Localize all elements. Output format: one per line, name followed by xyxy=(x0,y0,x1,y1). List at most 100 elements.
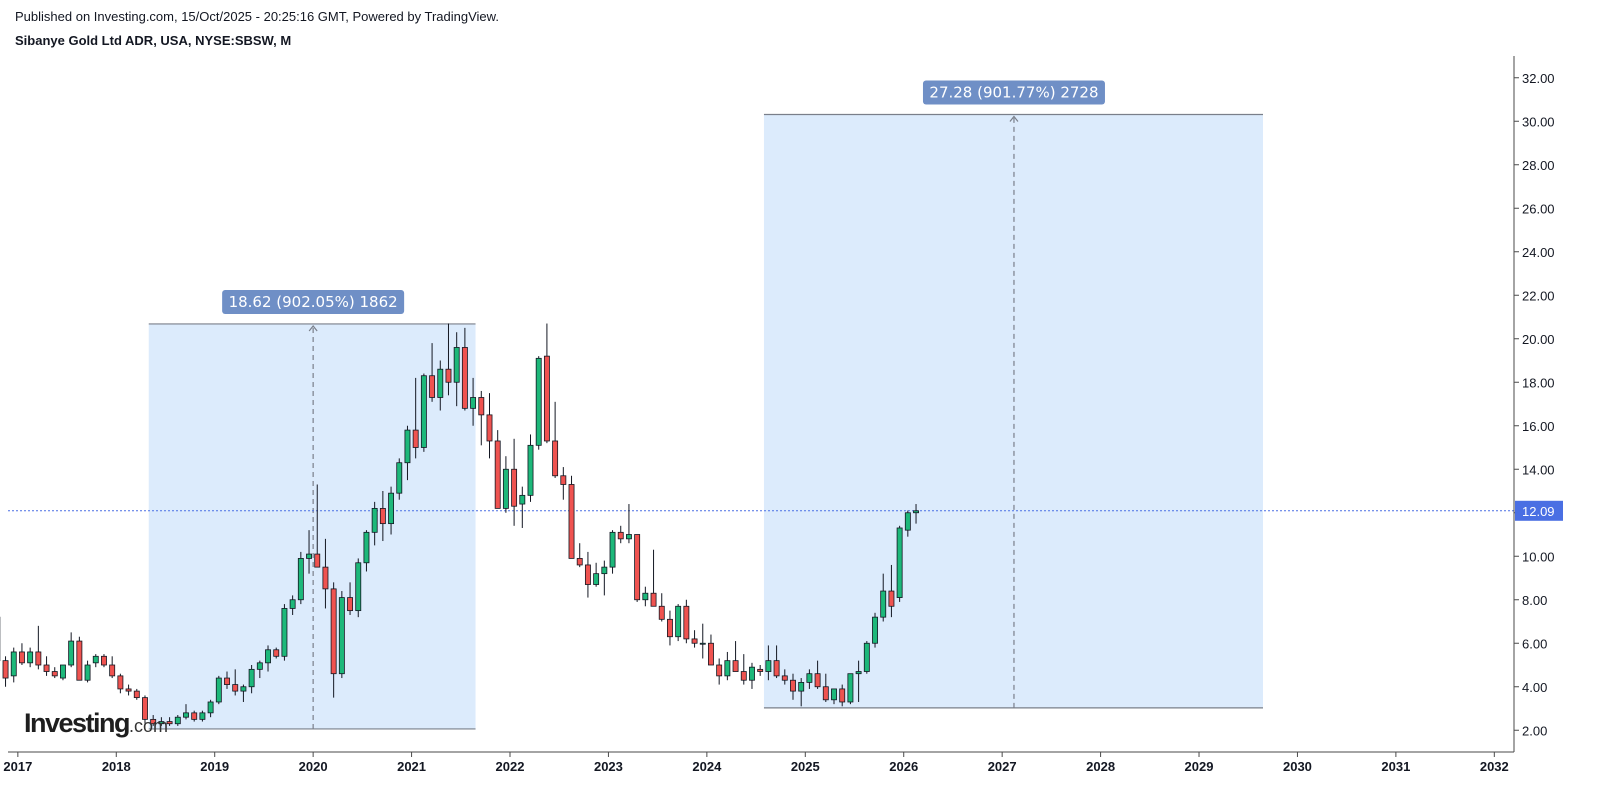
measurement-labels: 18.62 (902.05%) 1862 27.28 (901.77%) 2728 xyxy=(222,80,1105,314)
candle xyxy=(379,491,386,542)
candle-body-up xyxy=(880,590,887,618)
candle xyxy=(289,595,296,615)
candle xyxy=(224,671,230,689)
candle xyxy=(757,665,764,676)
price-tick-label: 20.00 xyxy=(1522,332,1555,347)
candle-body-down xyxy=(461,347,468,409)
candle xyxy=(543,323,550,444)
candle xyxy=(634,534,641,602)
candle-body-down xyxy=(43,664,50,672)
candle-body-down xyxy=(584,564,591,585)
candle-body-down xyxy=(133,690,140,699)
candle xyxy=(708,634,714,666)
candle-body-up xyxy=(240,686,247,692)
candle xyxy=(125,684,132,696)
candle-body-down xyxy=(708,642,714,666)
candle xyxy=(658,593,665,622)
candle xyxy=(347,582,353,615)
investing-logo: Investing.com xyxy=(24,708,168,739)
candle xyxy=(699,623,706,659)
candle xyxy=(142,695,148,724)
price-axis[interactable]: 2.004.006.008.0010.0012.0014.0016.0018.0… xyxy=(1513,56,1563,752)
candle-body-up xyxy=(896,527,903,598)
price-tick-label: 24.00 xyxy=(1522,245,1555,260)
time-tick-label: 2022 xyxy=(496,759,525,774)
candle-body-down xyxy=(379,507,386,525)
time-tick-label: 2032 xyxy=(1480,759,1509,774)
candle-body-down xyxy=(552,440,559,477)
candle xyxy=(429,343,436,402)
candle-body-down xyxy=(232,684,239,692)
candle xyxy=(732,641,739,672)
candle xyxy=(716,658,723,685)
candle xyxy=(535,356,542,450)
candle-body-up xyxy=(724,660,731,677)
logo-wordmark: Investing xyxy=(24,708,131,738)
candle xyxy=(642,586,649,607)
candle-body-down xyxy=(691,638,698,644)
candle xyxy=(158,717,165,726)
candle-body-down xyxy=(412,429,419,448)
candle-body-down xyxy=(494,440,501,509)
candle xyxy=(404,425,411,481)
price-tick-label: 32.00 xyxy=(1522,71,1555,86)
candle-body-up xyxy=(396,462,403,494)
time-tick-label: 2020 xyxy=(299,759,328,774)
candle xyxy=(437,360,444,411)
candle xyxy=(872,612,878,648)
candle xyxy=(338,591,345,679)
candle-body-up xyxy=(437,368,444,398)
candle xyxy=(511,438,518,526)
measurement-label-bg xyxy=(222,289,405,314)
candle-body-down xyxy=(790,679,796,692)
candle xyxy=(560,467,567,500)
candle-body-up xyxy=(749,666,755,681)
candle xyxy=(150,715,157,726)
candle-body-up xyxy=(10,651,17,677)
candle-body-down xyxy=(486,414,493,442)
candle-body-up xyxy=(363,531,370,564)
last-price-label: 12.09 xyxy=(1522,504,1555,519)
candle xyxy=(691,630,698,648)
candle xyxy=(388,486,395,535)
candle-body-up xyxy=(371,507,378,533)
candle xyxy=(461,327,468,411)
candle xyxy=(781,669,788,685)
candle-body-up xyxy=(306,553,312,559)
candle-body-down xyxy=(429,375,436,398)
candle-body-down xyxy=(347,597,353,612)
price-tick-label: 22.00 xyxy=(1522,288,1555,303)
candle xyxy=(478,390,485,446)
candle-body-down xyxy=(511,468,518,507)
last-price-tag xyxy=(1515,500,1563,521)
candle xyxy=(519,486,526,528)
measurement-arrowhead-1 xyxy=(308,324,318,332)
candle-body-up xyxy=(831,688,837,701)
candle-body-up xyxy=(765,660,772,672)
candle-body-down xyxy=(683,605,690,640)
measurement-label-text: 18.62 (902.05%) 1862 xyxy=(229,293,398,311)
candle xyxy=(527,434,534,502)
candle xyxy=(281,604,288,661)
price-tick-label: 16.00 xyxy=(1522,419,1555,434)
candle-body-down xyxy=(667,618,673,638)
candle xyxy=(584,551,591,598)
candle xyxy=(420,373,427,452)
candle xyxy=(609,530,616,574)
candle xyxy=(675,604,682,642)
candle xyxy=(412,377,419,459)
candle xyxy=(896,525,903,602)
candle xyxy=(773,645,780,679)
candle-body-up xyxy=(913,510,919,514)
candle-body-down xyxy=(576,558,583,566)
candle xyxy=(617,525,624,544)
time-axis[interactable]: 2017 2018 2019 2020 2021 2022 2023 2024 2025 2026… xyxy=(3,751,1514,774)
candle-body-down xyxy=(658,605,665,620)
candle xyxy=(215,675,222,705)
measurement-label-text: 27.28 (901.77%) 2728 xyxy=(929,84,1098,102)
candle xyxy=(314,484,321,568)
candle-body-down xyxy=(773,660,780,677)
candle xyxy=(904,510,911,537)
candle-body-up xyxy=(215,677,222,703)
